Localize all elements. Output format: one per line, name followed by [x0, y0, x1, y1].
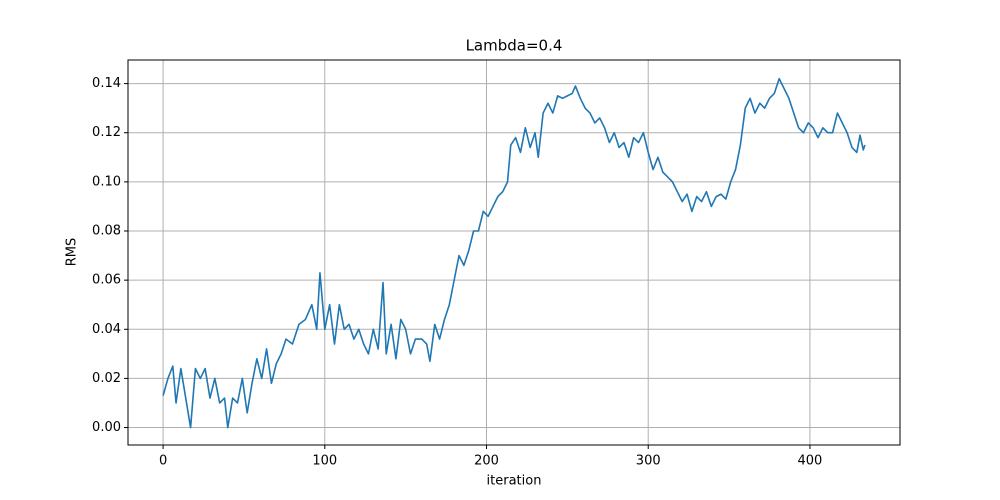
y-tick-label: 0.14 — [92, 76, 121, 91]
data-line — [162, 77, 866, 429]
y-tick-label: 0.02 — [92, 371, 121, 386]
plot-frame — [127, 59, 901, 446]
x-tick-label: 0 — [159, 454, 167, 469]
y-tick-label: 0.08 — [92, 224, 121, 239]
y-tick-label: 0.12 — [92, 125, 121, 140]
y-tick-label: 0.06 — [92, 273, 121, 288]
x-tick-label: 400 — [798, 454, 823, 469]
chart-title: Lambda=0.4 — [466, 37, 563, 55]
y-tick-label: 0.04 — [92, 322, 121, 337]
x-tick-label: 300 — [636, 454, 661, 469]
x-tick-label: 100 — [312, 454, 337, 469]
x-axis-label: iteration — [487, 474, 542, 489]
y-tick-label: 0.10 — [92, 174, 121, 189]
y-tick-label: 0.00 — [92, 420, 121, 435]
x-tick-label: 200 — [474, 454, 499, 469]
y-axis-label: RMS — [65, 238, 80, 267]
